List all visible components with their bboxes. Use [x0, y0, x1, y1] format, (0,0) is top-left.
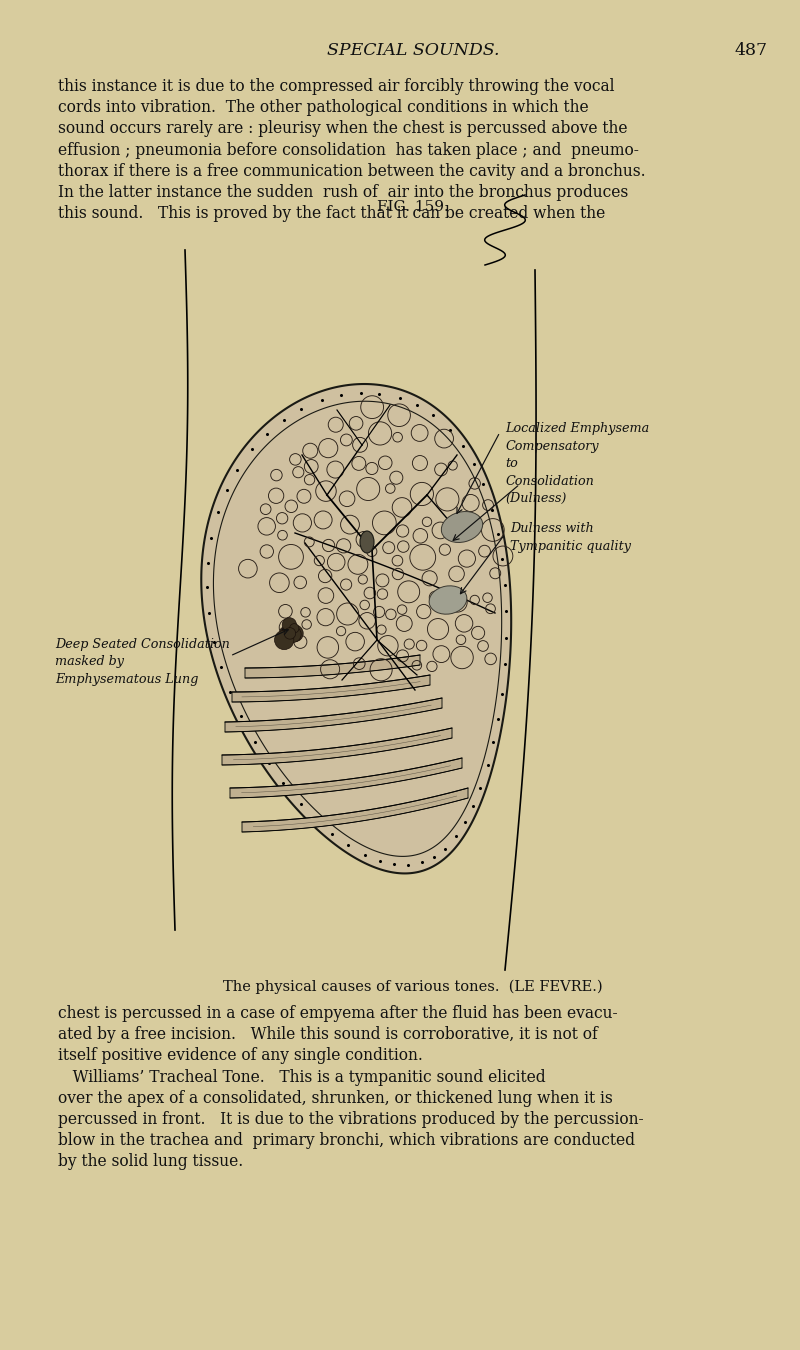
- Circle shape: [290, 624, 299, 633]
- Text: effusion ; pneumonia before consolidation  has taken place ; and  pneumo-: effusion ; pneumonia before consolidatio…: [58, 142, 639, 158]
- Text: SPECIAL SOUNDS.: SPECIAL SOUNDS.: [326, 42, 499, 59]
- Text: In the latter instance the sudden  rush of  air into the bronchus produces: In the latter instance the sudden rush o…: [58, 184, 628, 201]
- Text: Consolidation: Consolidation: [505, 474, 594, 487]
- Text: masked by: masked by: [55, 656, 124, 668]
- Text: this sound.   This is proved by the fact that it can be created when the: this sound. This is proved by the fact t…: [58, 205, 606, 223]
- Text: The physical causes of various tones.  (LE FEVRE.): The physical causes of various tones. (L…: [223, 980, 603, 995]
- Text: Emphysematous Lung: Emphysematous Lung: [55, 674, 198, 686]
- Polygon shape: [202, 383, 511, 873]
- Circle shape: [282, 618, 297, 632]
- Text: cords into vibration.  The other pathological conditions in which the: cords into vibration. The other patholog…: [58, 99, 589, 116]
- Polygon shape: [225, 698, 442, 732]
- Text: over the apex of a consolidated, shrunken, or thickened lung when it is: over the apex of a consolidated, shrunke…: [58, 1089, 613, 1107]
- Text: Tympanitic quality: Tympanitic quality: [510, 540, 631, 552]
- Text: Localized Emphysema: Localized Emphysema: [505, 423, 650, 435]
- Text: by the solid lung tissue.: by the solid lung tissue.: [58, 1153, 243, 1170]
- Polygon shape: [242, 788, 468, 832]
- Text: chest is percussed in a case of empyema after the fluid has been evacu-: chest is percussed in a case of empyema …: [58, 1004, 618, 1022]
- Text: Dulness with: Dulness with: [510, 522, 594, 535]
- Text: thorax if there is a free communication between the cavity and a bronchus.: thorax if there is a free communication …: [58, 163, 646, 180]
- Text: itself positive evidence of any single condition.: itself positive evidence of any single c…: [58, 1048, 423, 1064]
- Text: sound occurs rarely are : pleurisy when the chest is percussed above the: sound occurs rarely are : pleurisy when …: [58, 120, 627, 138]
- Text: to: to: [505, 458, 518, 470]
- Text: (Dulness): (Dulness): [505, 491, 566, 505]
- Text: FIG. 159.: FIG. 159.: [377, 200, 449, 215]
- Circle shape: [274, 630, 294, 649]
- Polygon shape: [230, 757, 462, 798]
- Text: Compensatory: Compensatory: [505, 440, 598, 452]
- Circle shape: [282, 625, 294, 637]
- Circle shape: [285, 626, 301, 643]
- Text: 487: 487: [735, 42, 768, 59]
- Ellipse shape: [442, 512, 482, 543]
- Text: ated by a free incision.   While this sound is corroborative, it is not of: ated by a free incision. While this soun…: [58, 1026, 598, 1044]
- Ellipse shape: [360, 531, 374, 554]
- Circle shape: [280, 628, 288, 636]
- Ellipse shape: [429, 586, 467, 614]
- Circle shape: [284, 628, 296, 639]
- Text: Deep Seated Consolidation: Deep Seated Consolidation: [55, 639, 230, 651]
- Polygon shape: [222, 728, 452, 765]
- Text: blow in the trachea and  primary bronchi, which vibrations are conducted: blow in the trachea and primary bronchi,…: [58, 1133, 635, 1149]
- Polygon shape: [245, 655, 420, 678]
- Polygon shape: [232, 675, 430, 702]
- Text: this instance it is due to the compressed air forcibly throwing the vocal: this instance it is due to the compresse…: [58, 78, 614, 94]
- Text: percussed in front.   It is due to the vibrations produced by the percussion-: percussed in front. It is due to the vib…: [58, 1111, 644, 1129]
- Circle shape: [286, 625, 303, 641]
- Text: Williams’ Tracheal Tone.   This is a tympanitic sound elicited: Williams’ Tracheal Tone. This is a tympa…: [58, 1069, 546, 1085]
